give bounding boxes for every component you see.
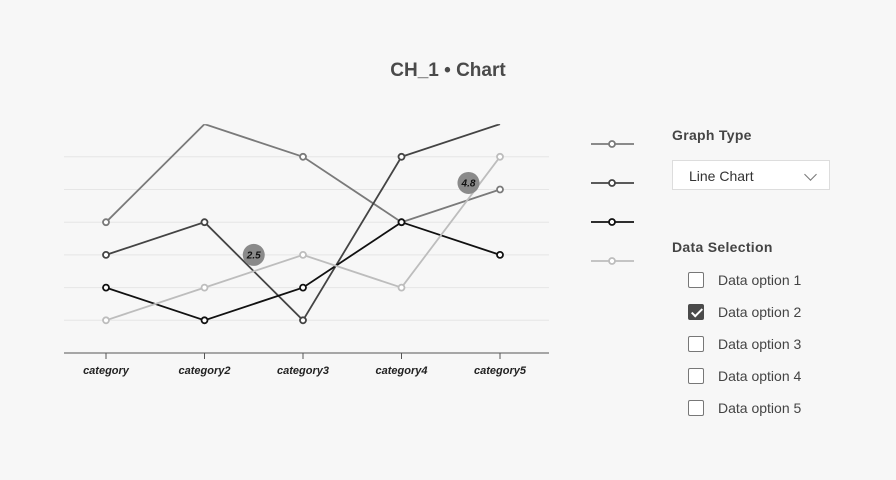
checkbox[interactable] xyxy=(688,368,704,384)
checkbox[interactable] xyxy=(688,336,704,352)
data-point[interactable] xyxy=(299,283,307,292)
data-option-label: Data option 3 xyxy=(718,336,802,352)
data-point[interactable] xyxy=(397,283,406,292)
data-point[interactable] xyxy=(496,152,504,161)
checkbox[interactable] xyxy=(688,272,704,288)
data-point[interactable] xyxy=(299,152,307,161)
data-option-label: Data option 2 xyxy=(718,304,802,320)
annotation-badge xyxy=(242,243,265,266)
series-line xyxy=(105,156,501,322)
x-tick-label: category xyxy=(83,365,130,377)
chart-title: CH_1 • Chart xyxy=(390,60,506,81)
data-option-label: Data option 5 xyxy=(718,400,802,416)
series-line xyxy=(105,221,501,322)
annotation-label: 4.8 xyxy=(461,178,476,189)
data-point[interactable] xyxy=(102,218,110,227)
legend-marker[interactable] xyxy=(608,218,616,226)
data-point[interactable] xyxy=(299,250,307,259)
data-point[interactable] xyxy=(200,218,209,227)
graph-type-select[interactable]: Line Chart xyxy=(672,160,830,190)
x-tick-label: category4 xyxy=(376,365,428,377)
data-option-label: Data option 4 xyxy=(718,368,802,384)
data-point[interactable] xyxy=(496,185,504,194)
series-line xyxy=(105,124,501,224)
legend-marker[interactable] xyxy=(608,257,616,265)
graph-type-heading: Graph Type xyxy=(672,127,752,143)
data-point[interactable] xyxy=(102,250,110,259)
data-point[interactable] xyxy=(397,152,406,161)
data-point[interactable] xyxy=(200,316,209,325)
data-point[interactable] xyxy=(200,283,209,292)
chevron-down-icon xyxy=(804,168,817,181)
x-tick-label: category3 xyxy=(277,365,329,377)
x-tick-label: category5 xyxy=(474,365,527,377)
x-tick-label: category2 xyxy=(179,365,231,377)
checkbox[interactable] xyxy=(688,400,704,416)
annotation-label: 2.5 xyxy=(246,250,261,261)
data-point[interactable] xyxy=(397,218,406,227)
data-option-label: Data option 1 xyxy=(718,272,802,288)
annotation-badge xyxy=(457,171,480,194)
legend-marker[interactable] xyxy=(608,140,616,148)
data-selection-heading: Data Selection xyxy=(672,239,773,255)
graph-type-value: Line Chart xyxy=(689,168,754,184)
data-point[interactable] xyxy=(496,250,504,259)
data-point[interactable] xyxy=(299,316,307,325)
data-point[interactable] xyxy=(102,283,110,292)
legend-marker[interactable] xyxy=(608,179,616,187)
data-point[interactable] xyxy=(102,316,110,325)
checkbox[interactable] xyxy=(688,304,704,320)
